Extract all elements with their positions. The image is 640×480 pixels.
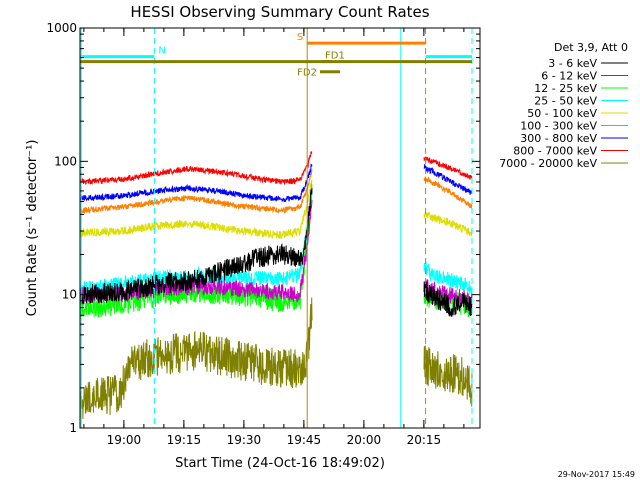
markers-layer (80, 28, 473, 428)
y-tick-label-3: 100 (54, 154, 77, 168)
x-tick-label-2: 19:15 (167, 433, 202, 447)
x-tick-label-1: 19:00 (107, 433, 142, 447)
date-stamp: 29-Nov-2017 15:49 (558, 470, 635, 479)
legend-entry-9: 7000 - 20000 keV (499, 157, 597, 170)
series-line-1-seg-2 (423, 281, 473, 317)
x-tick-label-5: 20:00 (347, 433, 382, 447)
axes-layer: 1 10 100 1000 19:00 19:15 19:30 19:45 20:00 20:15 (46, 21, 480, 447)
y-axis-label: Count Rate (s⁻¹ detector⁻¹) (25, 140, 40, 317)
y-tick-label-1: 1 (69, 421, 77, 435)
series-line-7-seg-2 (423, 164, 473, 195)
legend-title: Det 3,9, Att 0 (554, 41, 628, 54)
series-line-1-seg-1 (79, 188, 313, 305)
series-layer (79, 151, 473, 420)
series-line-5-seg-2 (423, 211, 473, 237)
legend-entry-5: 50 - 100 keV (527, 107, 597, 120)
x-tick-label-6: 20:15 (407, 433, 442, 447)
series-line-6-seg-1 (79, 168, 313, 215)
series-line-7-seg-1 (79, 163, 313, 203)
flags-layer: N S FD1 FD2 (80, 32, 472, 79)
flag-label-1: N (158, 46, 165, 57)
series-line-9-seg-1 (79, 297, 313, 420)
x-tick-label-3: 19:30 (227, 433, 262, 447)
legend-entry-3: 12 - 25 keV (534, 82, 597, 95)
legend-entry-7: 300 - 800 keV (520, 132, 597, 145)
series-line-9-seg-2 (423, 345, 473, 407)
flag-label-5: FD2 (297, 68, 317, 79)
legend-entry-1: 3 - 6 keV (548, 57, 597, 70)
legend-entry-4: 25 - 50 keV (534, 95, 597, 108)
series-line-8-seg-2 (423, 156, 473, 180)
series-line-4-seg-2 (423, 261, 473, 297)
y-tick-label-4: 1000 (46, 21, 77, 35)
plot-frame (79, 27, 481, 429)
legend-entry-2: 6 - 12 keV (541, 70, 597, 83)
series-line-6-seg-2 (423, 176, 473, 209)
flag-label-2: S (297, 32, 303, 43)
x-tick-label-4: 19:45 (287, 433, 322, 447)
series-line-5-seg-1 (79, 179, 313, 240)
x-axis-label: Start Time (24-Oct-16 18:49:02) (175, 456, 385, 471)
chart-title: HESSI Observing Summary Count Rates (130, 3, 429, 21)
series-line-8-seg-1 (79, 151, 313, 186)
y-tick-label-2: 10 (62, 288, 77, 302)
legend-entry-6: 100 - 300 keV (520, 120, 597, 133)
flag-label-4: FD1 (325, 51, 345, 62)
legend-entry-8: 800 - 7000 keV (513, 145, 597, 158)
